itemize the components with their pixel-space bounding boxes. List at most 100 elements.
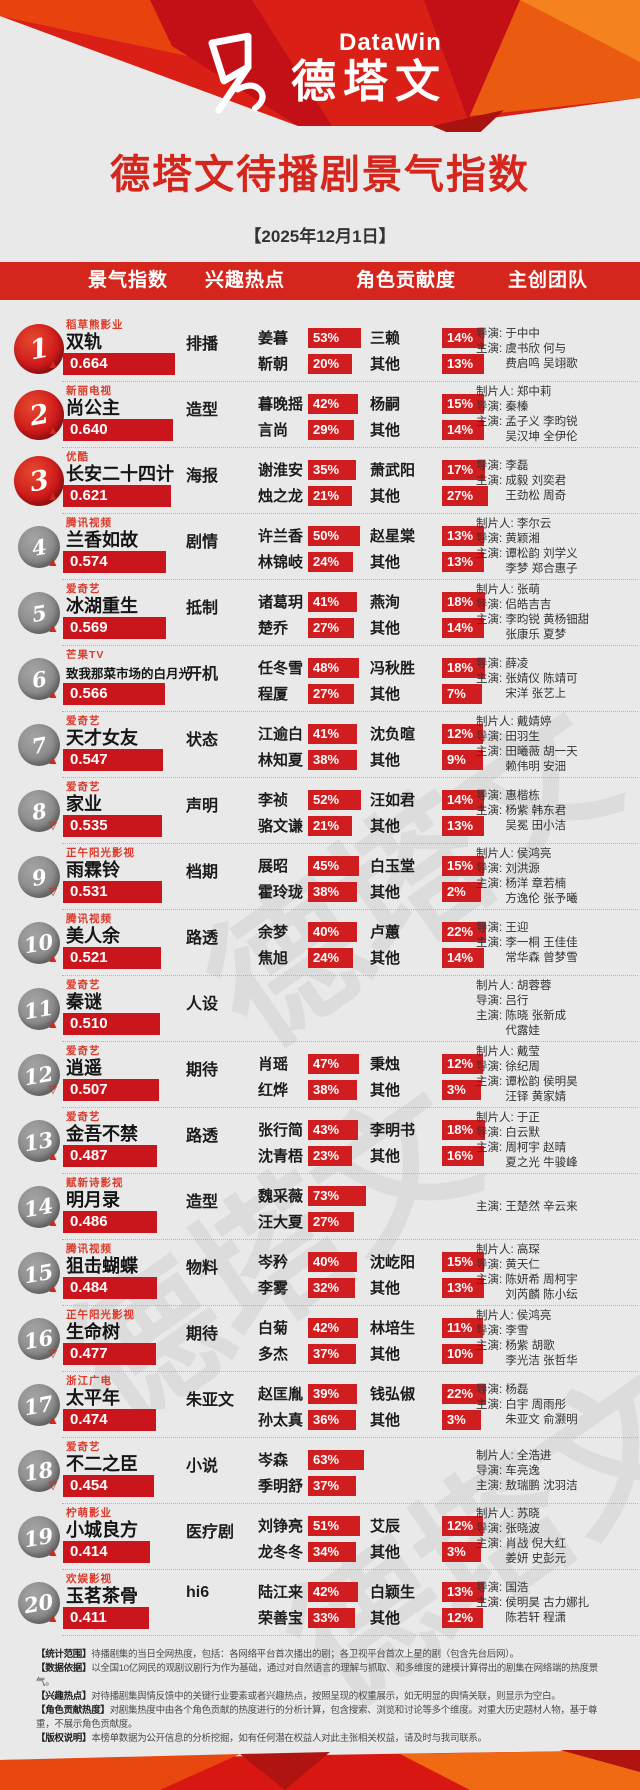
interest-keyword: 档期 [186, 864, 219, 881]
role-percent-chip: 63% [308, 1449, 364, 1470]
role-percent-chip: 10% [442, 1343, 483, 1364]
role-percent-chip: 45% [308, 855, 359, 876]
footnote-text: 本榜单数据为公开信息的分析挖掘，如有任何潜在权益人对此主张相关权益，请及时与我司… [91, 1733, 487, 1744]
role-percent-chip: 34% [308, 1541, 356, 1562]
contribution-roles: 赵星棠 13% 其他 13% [370, 525, 484, 572]
team-names: 秦榛 [505, 401, 529, 413]
index-value: 0.566 [70, 685, 108, 702]
team-names: 陈晓 张新成 代露娃 [505, 1010, 567, 1037]
index-bar-line: ▲ 0.566 [46, 683, 165, 705]
index-bar: 0.510 [63, 1013, 160, 1035]
team-entry: 主演: 敖瑞鹏 沈羽洁 [476, 1479, 638, 1494]
drama-title: 明月录 [66, 1190, 120, 1210]
role-percent-chip: 41% [308, 723, 357, 744]
team-names: 肖战 倪大红 姜妍 史彭元 [505, 1538, 567, 1565]
team-role-label: 导演: [476, 401, 506, 413]
role-name: 林培生 [370, 1320, 416, 1337]
team-role-label: 导演: [476, 921, 506, 934]
index-bar: 0.566 [63, 683, 165, 705]
role-line: 江逾白 41% [258, 723, 357, 744]
team-names: 田曦薇 胡一天 赖伟明 安沺 [505, 746, 578, 773]
role-name: 江逾白 [258, 726, 304, 743]
role-name: 许兰香 [258, 528, 304, 545]
index-bar: 0.621 [63, 485, 171, 507]
role-percent-chip: 35% [308, 459, 356, 480]
team-names: 侯鸿亮 [516, 1310, 552, 1322]
role-name: 钱弘俶 [370, 1386, 416, 1403]
role-name: 沈青梧 [258, 1148, 304, 1165]
team-info: 导演: 国浩 主演: 侯明昊 古力娜扎 陈若轩 程潇 [476, 1570, 638, 1636]
role-name: 岑森 [258, 1452, 289, 1469]
team-names: 吕行 [505, 995, 529, 1007]
team-entry: 导演: 国浩 [476, 1581, 638, 1596]
team-names: 高琛 [516, 1244, 540, 1256]
role-line: 其他 7% [370, 683, 485, 704]
role-line: 靳朝 20% [258, 353, 361, 374]
team-entry: 主演: 肖战 倪大红 姜妍 史彭元 [476, 1537, 638, 1567]
index-bar-line: ▲ 0.569 [46, 617, 166, 639]
role-line: 言尚 29% [258, 419, 358, 440]
team-entry: 主演: 陈晓 张新成 代露娃 [476, 1009, 638, 1039]
team-info: 导演: 薛凌 主演: 张婧仪 陈靖可 宋洋 张艺上 [476, 646, 638, 712]
team-names: 戴莹 [516, 1046, 540, 1058]
role-name: 其他 [370, 686, 401, 703]
role-percent-chip: 36% [308, 1409, 356, 1430]
index-bar-line: ▲ 0.414 [46, 1541, 150, 1563]
index-bar: 0.486 [63, 1211, 157, 1233]
role-percent-chip: 15% [442, 855, 484, 876]
role-name: 龙冬冬 [258, 1544, 304, 1561]
platform-label: 新丽电视 [66, 385, 112, 397]
team-names: 侣皓吉吉 [505, 599, 552, 611]
role-name: 靳朝 [258, 356, 289, 373]
role-line: 任冬雪 48% [258, 657, 359, 678]
interest-keyword: 造型 [186, 1194, 219, 1211]
role-name: 其他 [370, 752, 401, 769]
index-value: 0.414 [70, 1543, 108, 1560]
contribution-roles: 李明书 18% 其他 16% [370, 1119, 485, 1166]
role-percent-chip: 38% [308, 749, 357, 770]
role-line: 其他 3% [370, 1541, 483, 1562]
role-name: 其他 [370, 1610, 401, 1627]
drama-row: 20 欢娱影视 玉茗茶骨 ▲ 0.411 hi6 陆江来 42% 荣善宝 33% 白颖… [0, 1570, 640, 1636]
team-names: 田羽生 [505, 731, 540, 743]
contribution-roles: 汪如君 14% 其他 13% [370, 789, 484, 836]
team-role-label: 导演: [476, 533, 506, 545]
interest-keyword: 路透 [186, 1128, 219, 1145]
team-entry: 导演: 薛凌 [476, 657, 638, 672]
index-bar-line: ▲ 0.484 [46, 1277, 157, 1299]
role-name: 李明书 [370, 1122, 416, 1139]
team-names: 敖瑞鹏 沈羽洁 [505, 1479, 578, 1492]
role-name: 刘铮亮 [258, 1518, 304, 1535]
team-role-label: 主演: [476, 1340, 506, 1352]
interest-roles: 暮晚摇 42% 言尚 29% [258, 393, 358, 440]
rank-badge: 10 [18, 922, 60, 964]
role-percent-chip: 53% [308, 327, 361, 348]
index-value: 0.547 [70, 751, 108, 768]
platform-label: 腾讯视频 [66, 1243, 112, 1255]
drama-title: 金吾不禁 [66, 1124, 138, 1144]
role-name: 汪如君 [370, 792, 416, 809]
team-names: 杨磊 [505, 1383, 529, 1396]
team-entry: 导演: 白云默 [476, 1126, 638, 1141]
role-name: 其他 [370, 1082, 401, 1099]
role-line: 其他 13% [370, 353, 484, 374]
role-percent-chip: 21% [308, 485, 352, 506]
role-line: 龙冬冬 34% [258, 1541, 360, 1562]
index-bar-line: ▽ 0.507 [46, 1079, 159, 1101]
index-bar-line: ▲ 0.486 [46, 1211, 157, 1233]
role-percent-chip: 17% [442, 459, 485, 480]
role-line: 林锦岐 24% [258, 551, 360, 572]
rank-badge: 16 [18, 1318, 60, 1360]
role-percent-chip: 47% [308, 1053, 359, 1074]
index-value: 0.574 [70, 553, 108, 570]
interest-roles: 许兰香 50% 林锦岐 24% [258, 525, 360, 572]
interest-keyword: 抵制 [186, 600, 219, 617]
footnote-tag: 【角色贡献热度】 [36, 1705, 110, 1716]
role-line: 张行简 43% [258, 1119, 358, 1140]
team-info: 制片人: 戴莹 导演: 徐纪周 主演: 谭松韵 侯明昊 汪铎 黄家婧 [476, 1042, 638, 1108]
trend-arrow-icon: ▲ [47, 1281, 59, 1295]
interest-roles: 陆江来 42% 荣善宝 33% [258, 1581, 358, 1628]
index-value: 0.411 [70, 1609, 107, 1626]
team-names: 国浩 [505, 1581, 529, 1594]
